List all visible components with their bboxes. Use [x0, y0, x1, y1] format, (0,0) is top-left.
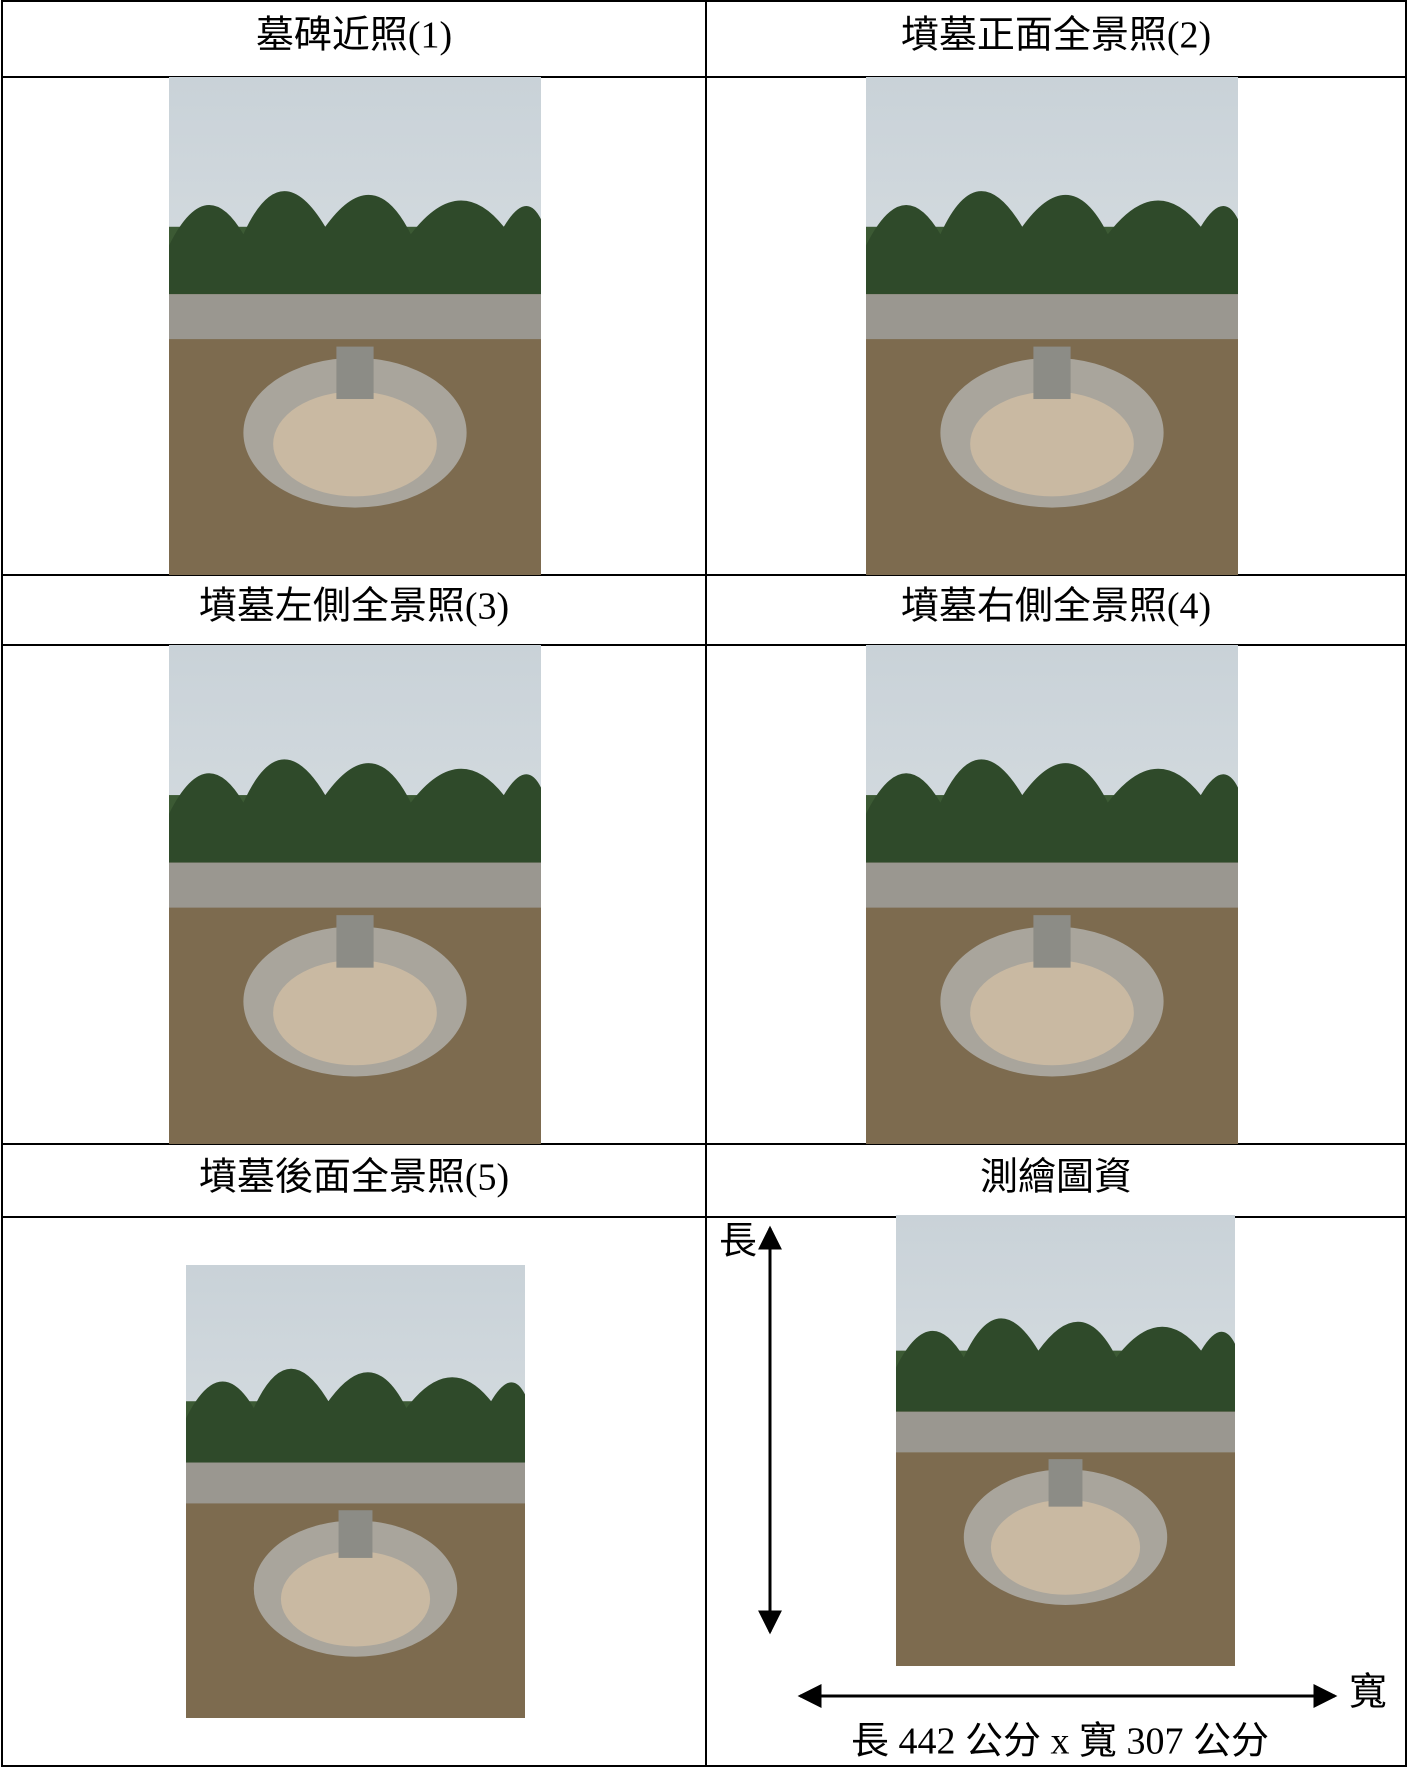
photo [169, 77, 541, 575]
header-cell: 墓碑近照(1) [256, 15, 452, 57]
photo [866, 77, 1238, 575]
photos [169, 77, 1238, 1718]
width-label: 寬 [1349, 1672, 1387, 1714]
header-cell: 墳墓右側全景照(4) [901, 586, 1211, 628]
header-cell: 測繪圖資 [980, 1157, 1132, 1199]
photo [896, 1215, 1235, 1666]
header-cell: 墳墓左側全景照(3) [199, 586, 509, 628]
photo [866, 645, 1238, 1144]
header-cell: 墳墓後面全景照(5) [199, 1157, 509, 1199]
headers: 墓碑近照(1) 墳墓正面全景照(2) 墳墓左側全景照(3) 墳墓右側全景照(4)… [199, 15, 1211, 1199]
measure-diagram: 長 寬 長 442 公分 x 寬 307 公分 [719, 1221, 1387, 1763]
header-cell: 墳墓正面全景照(2) [901, 15, 1211, 57]
photo [169, 645, 541, 1144]
dimension-caption: 長 442 公分 x 寬 307 公分 [851, 1721, 1269, 1763]
photo [186, 1265, 525, 1718]
length-label: 長 [719, 1221, 757, 1263]
